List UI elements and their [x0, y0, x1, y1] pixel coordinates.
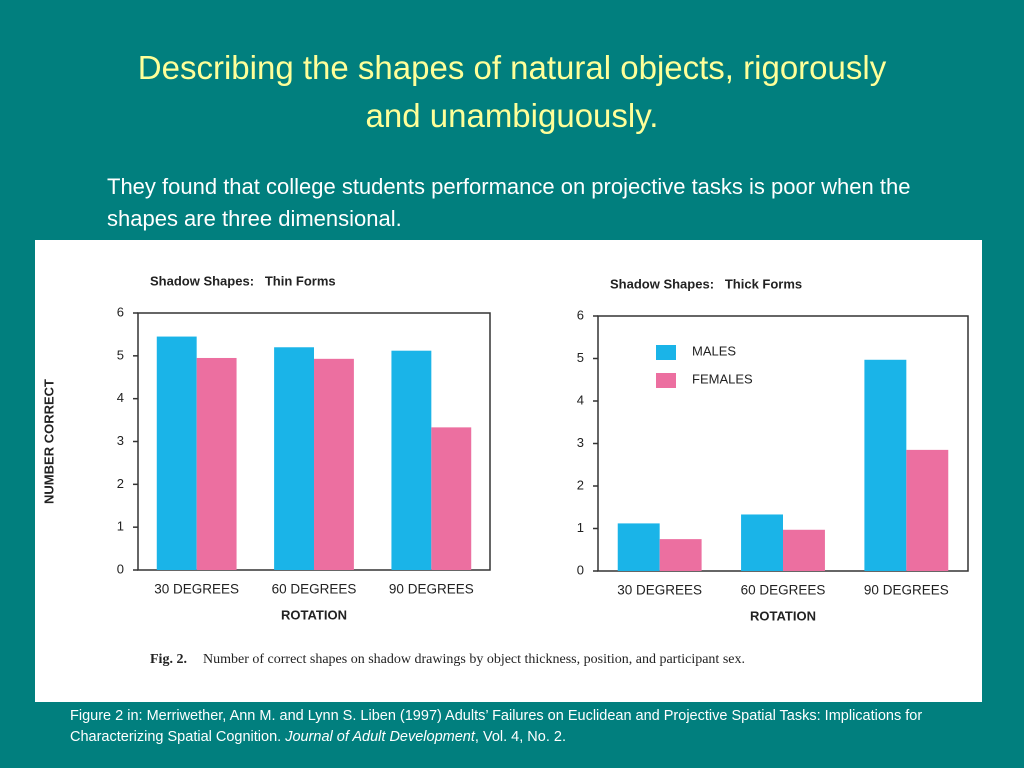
citation-tail: , Vol. 4, No. 2.: [474, 729, 566, 745]
bar: [314, 358, 354, 570]
bar: [783, 529, 825, 571]
bar: [864, 359, 907, 571]
x-tick-label: 60 DEGREES: [272, 582, 357, 597]
y-tick-label: 6: [117, 304, 124, 319]
y-tick-label: 0: [577, 562, 584, 577]
legend-swatch: [656, 373, 676, 388]
y-tick-label: 3: [577, 435, 584, 450]
y-tick-label: 5: [117, 347, 124, 362]
x-tick-label: 30 DEGREES: [154, 582, 239, 597]
caption-label: Fig. 2.: [150, 652, 187, 667]
legend-label: MALES: [692, 343, 736, 358]
y-tick-label: 5: [577, 350, 584, 365]
body-text: They found that college students perform…: [107, 174, 911, 231]
y-tick-label: 3: [117, 433, 124, 448]
bar: [391, 350, 432, 570]
citation: Figure 2 in: Merriwether, Ann M. and Lyn…: [70, 706, 1000, 748]
bar: [431, 427, 472, 570]
bar: [156, 336, 197, 570]
y-tick-label: 0: [117, 561, 124, 576]
citation-journal: Journal of Adult Development: [285, 729, 475, 745]
x-tick-label: 60 DEGREES: [741, 583, 826, 598]
y-tick-label: 6: [577, 307, 584, 322]
caption-text: Number of correct shapes on shadow drawi…: [203, 652, 745, 667]
bar: [659, 539, 702, 571]
bar: [906, 449, 949, 571]
x-axis-label: ROTATION: [750, 608, 816, 623]
bar: [196, 357, 237, 570]
citation-text: Figure 2 in: Merriwether, Ann M. and Lyn…: [70, 708, 923, 745]
y-axis-label: NUMBER CORRECT: [41, 379, 56, 504]
bar: [617, 523, 660, 571]
y-tick-label: 1: [577, 520, 584, 535]
y-tick-label: 2: [577, 477, 584, 492]
x-tick-label: 90 DEGREES: [389, 582, 474, 597]
bar: [741, 514, 783, 571]
x-tick-label: 90 DEGREES: [864, 583, 949, 598]
y-tick-label: 4: [577, 392, 584, 407]
legend-label: FEMALES: [692, 371, 753, 386]
y-tick-label: 4: [117, 390, 124, 405]
y-tick-label: 1: [117, 519, 124, 534]
slide-title: Describing the shapes of natural objects…: [137, 49, 887, 134]
legend-swatch: [656, 345, 676, 360]
x-axis-label: ROTATION: [281, 607, 347, 622]
y-tick-label: 2: [117, 476, 124, 491]
chart-title: Shadow Shapes: Thin Forms: [150, 273, 336, 288]
x-tick-label: 30 DEGREES: [617, 583, 702, 598]
chart-title: Shadow Shapes: Thick Forms: [610, 276, 802, 291]
bar: [274, 347, 314, 570]
